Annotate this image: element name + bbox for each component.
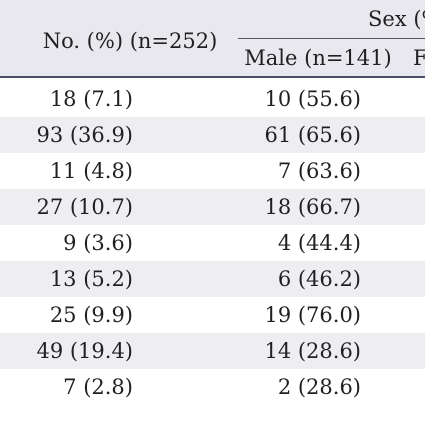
cell-total: 49 (19.4) <box>36 339 133 363</box>
column-header-female: F <box>413 46 425 70</box>
cell-male: 2 (28.6) <box>277 375 361 399</box>
table-row: 13 (5.2) 6 (46.2) <box>0 261 425 297</box>
cell-male: 14 (28.6) <box>264 339 361 363</box>
cell-male: 6 (46.2) <box>277 267 361 291</box>
table-row: 18 (7.1) 10 (55.6) <box>0 81 425 117</box>
cell-total: 93 (36.9) <box>36 123 133 147</box>
cell-male: 4 (44.4) <box>277 231 361 255</box>
cell-total: 7 (2.8) <box>63 375 133 399</box>
cell-total: 18 (7.1) <box>49 87 133 111</box>
cell-male: 61 (65.6) <box>264 123 361 147</box>
table-row: 93 (36.9) 61 (65.6) <box>0 117 425 153</box>
table-row: 7 (2.8) 2 (28.6) <box>0 369 425 405</box>
table-row: 27 (10.7) 18 (66.7) <box>0 189 425 225</box>
column-header-total: No. (%) (n=252) <box>42 29 218 53</box>
cell-total: 13 (5.2) <box>49 267 133 291</box>
cell-male: 10 (55.6) <box>264 87 361 111</box>
cell-total: 25 (9.9) <box>49 303 133 327</box>
table-row: 11 (4.8) 7 (63.6) <box>0 153 425 189</box>
table-row: 49 (19.4) 14 (28.6) <box>0 333 425 369</box>
column-header-male: Male (n=141) <box>244 46 392 70</box>
cell-total: 11 (4.8) <box>49 159 133 183</box>
sex-group-underline <box>238 38 425 39</box>
header-divider <box>0 76 425 78</box>
cell-male: 7 (63.6) <box>277 159 361 183</box>
cell-male: 18 (66.7) <box>264 195 361 219</box>
table-row: 25 (9.9) 19 (76.0) <box>0 297 425 333</box>
cell-total: 9 (3.6) <box>63 231 133 255</box>
cell-male: 19 (76.0) <box>264 303 361 327</box>
cell-total: 27 (10.7) <box>36 195 133 219</box>
table-row: 9 (3.6) 4 (44.4) <box>0 225 425 261</box>
column-group-header-sex: Sex (% <box>368 7 425 31</box>
